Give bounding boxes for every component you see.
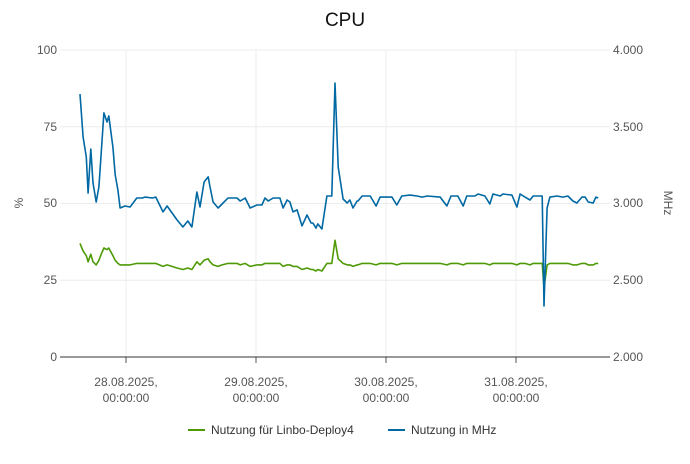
y-tick-left: 25 bbox=[44, 273, 58, 287]
legend-item-usage-mhz[interactable]: Nutzung in MHz bbox=[388, 423, 496, 437]
x-tick-time: 00:00:00 bbox=[103, 391, 150, 405]
legend-label: Nutzung in MHz bbox=[411, 423, 496, 437]
y-tick-right: 3.500 bbox=[613, 120, 643, 134]
series-line-usage-mhz bbox=[79, 82, 599, 307]
y-tick-right: 4.000 bbox=[613, 43, 643, 57]
x-tick-date: 30.08.2025, bbox=[354, 375, 417, 389]
x-tick-date: 29.08.2025, bbox=[224, 375, 287, 389]
x-tick-time: 00:00:00 bbox=[233, 391, 280, 405]
y-axis-left-label: % bbox=[12, 197, 26, 208]
y-axis-right: 2.000 2.500 3.000 3.500 4.000 MHz bbox=[613, 43, 675, 364]
series-line-usage-percent bbox=[79, 239, 599, 289]
chart-title: CPU bbox=[325, 10, 365, 31]
y-tick-right: 3.000 bbox=[613, 196, 643, 210]
y-tick-left: 75 bbox=[44, 120, 58, 134]
x-axis: 28.08.2025, 00:00:00 29.08.2025, 00:00:0… bbox=[94, 375, 547, 405]
legend-item-usage-percent[interactable]: Nutzung für Linbo-Deploy4 bbox=[188, 423, 354, 437]
y-tick-left: 50 bbox=[44, 196, 58, 210]
y-tick-left: 0 bbox=[50, 350, 57, 364]
y-tick-left: 100 bbox=[37, 43, 57, 57]
y-axis-right-label: MHz bbox=[661, 191, 675, 216]
legend-label: Nutzung für Linbo-Deploy4 bbox=[211, 423, 354, 437]
x-tick-date: 28.08.2025, bbox=[94, 375, 157, 389]
y-tick-right: 2.000 bbox=[613, 350, 643, 364]
legend: Nutzung für Linbo-Deploy4 Nutzung in MHz bbox=[188, 423, 496, 437]
x-tick-time: 00:00:00 bbox=[493, 391, 540, 405]
series-lines bbox=[79, 82, 599, 307]
x-tick-date: 31.08.2025, bbox=[484, 375, 547, 389]
y-tick-right: 2.500 bbox=[613, 273, 643, 287]
y-axis-left: 0 25 50 75 100 % bbox=[12, 43, 57, 364]
x-tick-time: 00:00:00 bbox=[363, 391, 410, 405]
